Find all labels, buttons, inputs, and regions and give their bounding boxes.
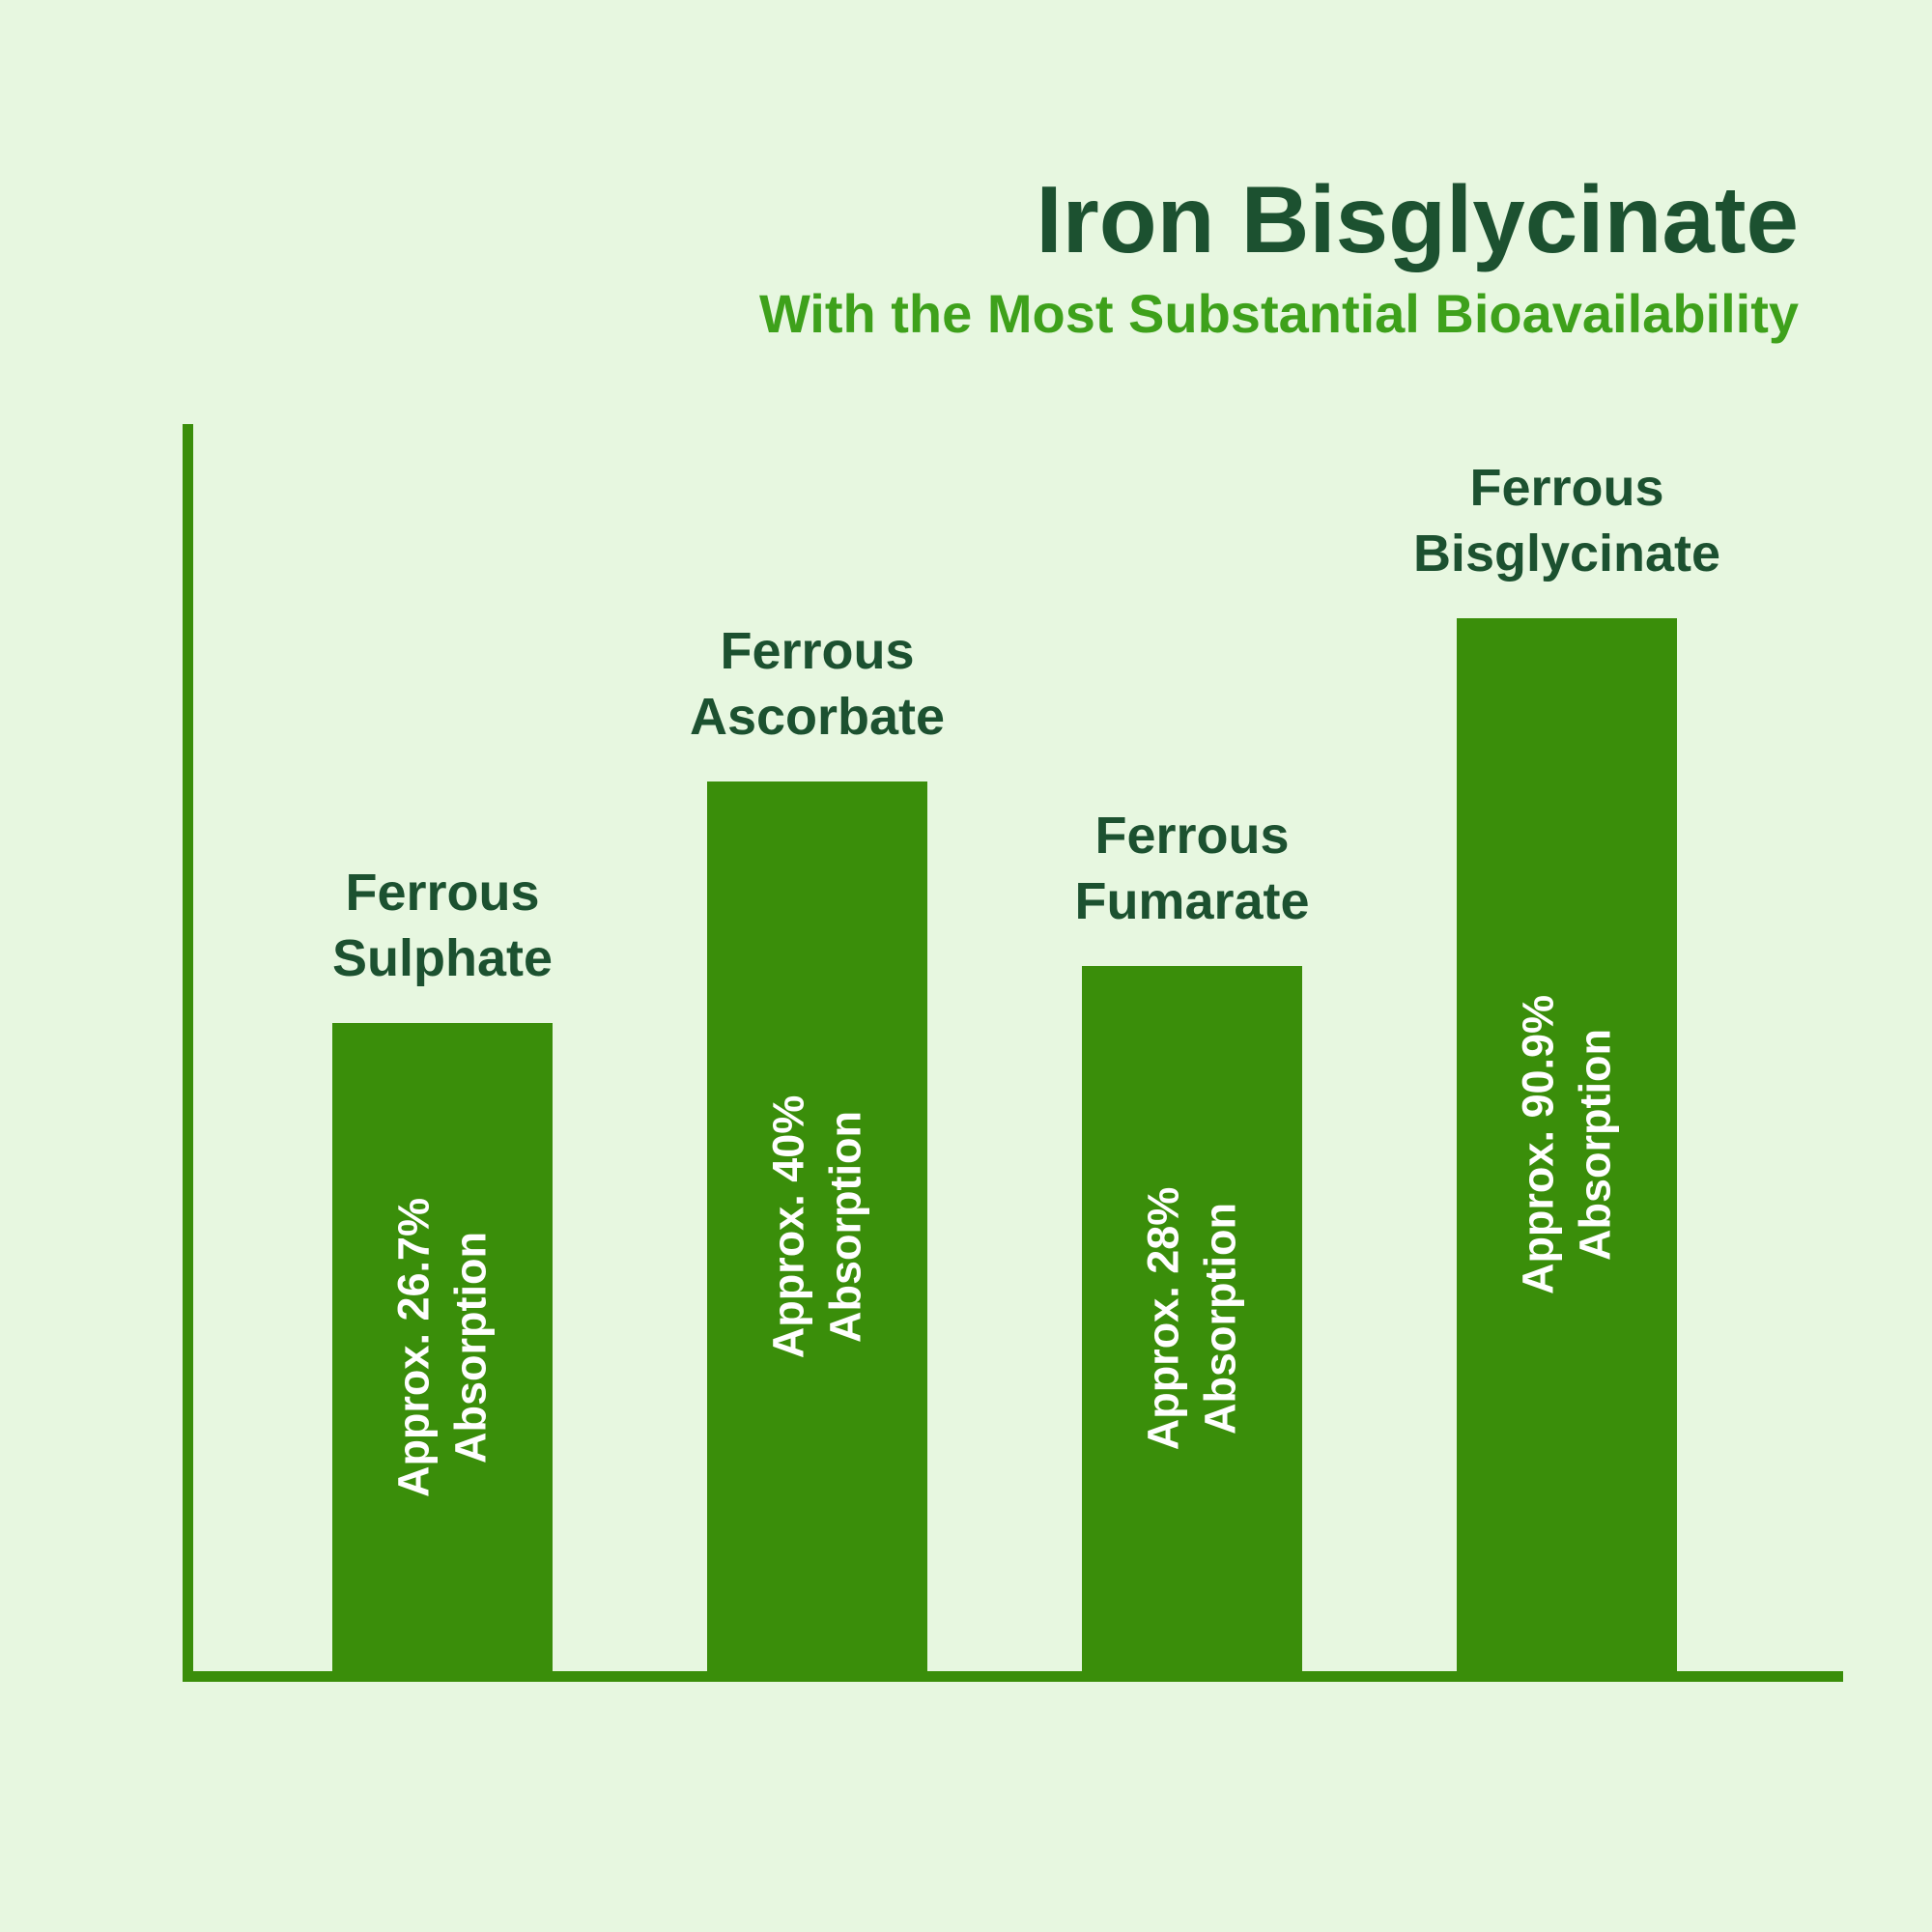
bar-value-line2: Absorption	[1195, 1203, 1244, 1435]
bar-category-line2: Fumarate	[1074, 872, 1310, 931]
bar: Approx. 90.9% Absorption	[1457, 618, 1677, 1671]
bar: Approx. 40% Absorption	[707, 781, 927, 1671]
bar-category-line1: Ferrous	[1469, 458, 1664, 517]
page-title: Iron Bisglycinate	[1036, 165, 1799, 272]
bar-value-line2: Absorption	[820, 1110, 869, 1343]
x-axis-line	[183, 1671, 1843, 1682]
bar-value-line1: Approx. 28%	[1138, 1186, 1188, 1451]
bar: Approx. 26.7% Absorption	[332, 1023, 553, 1671]
bar-category-line1: Ferrous	[720, 621, 915, 680]
bar-value-line1: Approx. 90.9%	[1513, 994, 1563, 1295]
bar-category-line1: Ferrous	[1094, 806, 1290, 865]
bar: Approx. 28% Absorption	[1082, 966, 1302, 1671]
bar-value-line1: Approx. 26.7%	[388, 1197, 439, 1497]
bar-category-line2: Ascorbate	[689, 688, 946, 747]
bar-category-line2: Sulphate	[331, 929, 554, 988]
bar-value-line2: Absorption	[1570, 1029, 1619, 1261]
page-subtitle: With the Most Substantial Bioavailabilit…	[758, 283, 1799, 345]
bar-category-label: Ferrous Fumarate	[1074, 803, 1309, 935]
y-axis-line	[183, 424, 193, 1682]
bar-value-label: Approx. 90.9% Absorption	[1511, 995, 1624, 1294]
bar-category-label: Ferrous Ascorbate	[690, 618, 945, 751]
bar-category-label: Ferrous Bisglycinate	[1413, 455, 1720, 587]
bar-value-line2: Absorption	[445, 1231, 495, 1463]
bar-value-label: Approx. 26.7% Absorption	[386, 1197, 499, 1496]
bar-category-line2: Bisglycinate	[1412, 525, 1721, 583]
bar-value-label: Approx. 28% Absorption	[1136, 1187, 1249, 1451]
bar-category-line1: Ferrous	[345, 863, 540, 922]
bar-value-label: Approx. 40% Absorption	[761, 1094, 874, 1358]
bar-category-label: Ferrous Sulphate	[332, 860, 553, 992]
bar-value-line1: Approx. 40%	[763, 1094, 813, 1358]
